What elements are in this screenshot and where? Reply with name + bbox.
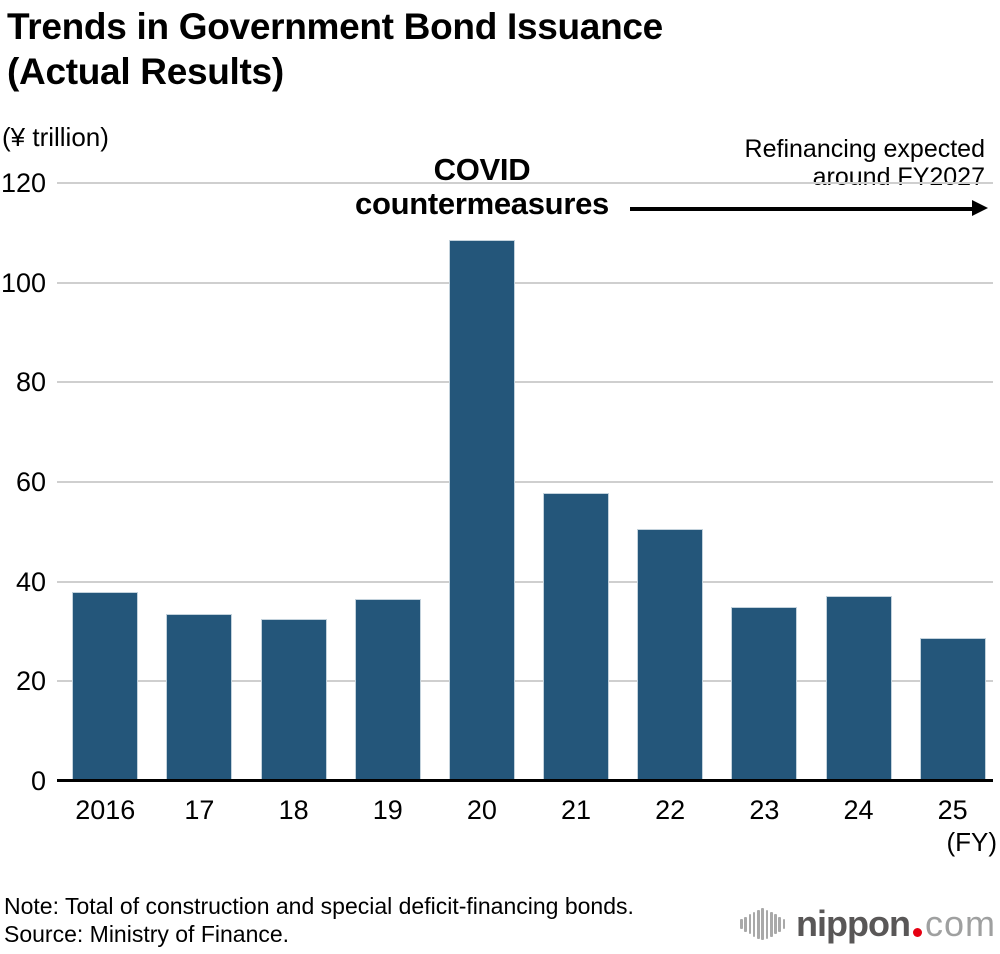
logo-bar — [752, 911, 756, 937]
annotation-refinancing-line-2: around FY2027 — [812, 163, 985, 191]
y-tick-label-60: 60 — [15, 467, 46, 497]
logo-bar — [782, 919, 786, 929]
x-axis-unit-label: (FY) — [946, 827, 997, 857]
annotation-covid-line-2: countermeasures — [355, 186, 609, 221]
x-tick-label-2016: 2016 — [75, 795, 136, 825]
logo-bar — [757, 909, 760, 939]
y-tick-label-100: 100 — [0, 268, 46, 298]
x-tick-label-21: 21 — [561, 795, 592, 825]
bar-fy18 — [260, 619, 327, 781]
gridline-60 — [57, 481, 993, 483]
title-line-2: (Actual Results) — [7, 51, 284, 92]
logo-text-nippon: nippon — [796, 903, 911, 944]
gridline-100 — [57, 282, 993, 284]
bar-chart: 0 20 40 60 80 100 120 2016 17 18 19 20 21 22 23 24 25 — [0, 168, 1000, 825]
source-text: Source: Ministry of Finance. — [4, 921, 290, 947]
annotation-refinancing: Refinancing expected around FY2027 — [745, 135, 985, 191]
gridline-40 — [57, 581, 993, 583]
bar-fy17 — [166, 614, 233, 781]
bar-fy2016 — [72, 592, 139, 781]
y-tick-label-20: 20 — [15, 666, 46, 696]
footer-notes: Note: Total of construction and special … — [4, 892, 634, 948]
y-tick-label-80: 80 — [15, 367, 46, 397]
logo-bar — [761, 908, 764, 940]
page-title: Trends in Government Bond Issuance (Actu… — [7, 4, 663, 94]
y-tick-label-40: 40 — [15, 567, 46, 597]
soundwave-icon — [739, 908, 787, 940]
logo-text-com: com — [924, 903, 996, 944]
y-axis-unit-label: (¥ trillion) — [2, 122, 109, 152]
logo-bar — [769, 911, 773, 937]
x-tick-label-19: 19 — [372, 795, 403, 825]
logo-red-dot — [912, 928, 922, 937]
arrow-head — [972, 200, 988, 216]
gridline-120 — [57, 182, 993, 184]
nippon-logo: nippon com — [739, 902, 996, 946]
logo-bar — [739, 919, 743, 929]
bar-fy25 — [919, 638, 986, 781]
right-arrow-icon — [630, 200, 988, 217]
x-tick-label-22: 22 — [655, 795, 686, 825]
x-tick-label-25: 25 — [937, 795, 968, 825]
logo-bar — [744, 916, 747, 932]
x-tick-label-24: 24 — [843, 795, 874, 825]
x-tick-label-17: 17 — [184, 795, 215, 825]
bar-fy22 — [637, 529, 704, 781]
logo-bar — [778, 916, 782, 932]
bar-fy24 — [825, 596, 892, 781]
x-tick-label-18: 18 — [278, 795, 309, 825]
annotation-covid: COVID countermeasures — [330, 153, 634, 221]
bar-fy21 — [543, 493, 610, 781]
x-tick-label-20: 20 — [466, 795, 497, 825]
logo-bar — [765, 909, 769, 939]
logo-bar — [748, 914, 752, 934]
logo-bar — [774, 914, 777, 934]
y-tick-label-0: 0 — [30, 766, 46, 796]
title-line-1: Trends in Government Bond Issuance — [7, 6, 663, 47]
x-axis-line — [57, 779, 993, 782]
annotation-refinancing-line-1: Refinancing expected — [744, 135, 985, 163]
bar-fy20 — [448, 240, 515, 781]
annotation-covid-line-1: COVID — [433, 152, 531, 187]
arrow-shaft — [630, 207, 974, 211]
bar-fy23 — [731, 607, 798, 781]
gridline-20 — [57, 680, 993, 682]
bar-fy19 — [354, 599, 421, 781]
gridline-80 — [57, 381, 993, 383]
note-text: Note: Total of construction and special … — [4, 893, 634, 919]
y-tick-label-120: 120 — [0, 168, 46, 198]
x-tick-label-23: 23 — [749, 795, 780, 825]
